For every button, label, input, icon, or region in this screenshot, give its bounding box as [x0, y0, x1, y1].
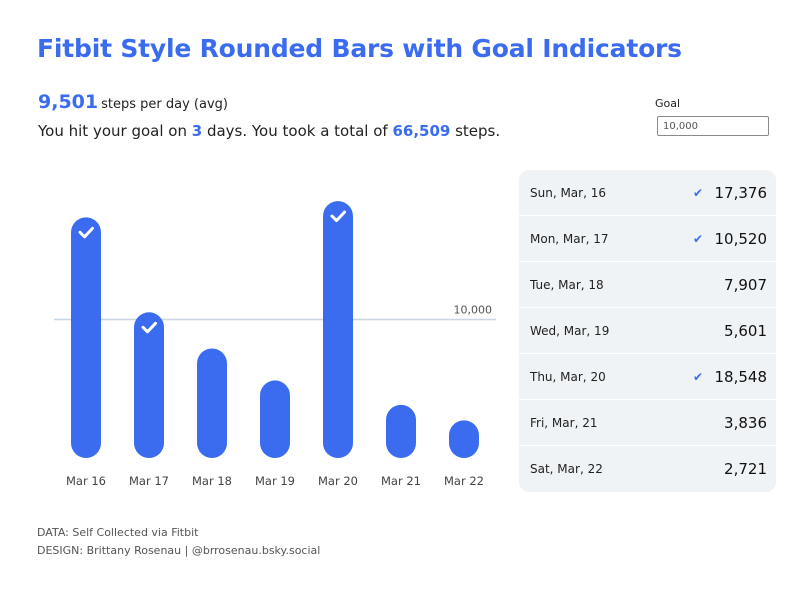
goal-check-icon [78, 226, 94, 239]
summary-suffix: steps. [450, 122, 501, 140]
data-source-note: DATA: Self Collected via Fitbit [37, 526, 199, 539]
summary-middle: days. You took a total of [202, 122, 393, 140]
table-row: Thu, Mar, 20 ✔ 18,548 [519, 354, 776, 400]
goal-check-icon: ✔ [692, 369, 704, 384]
steps-bar-chart: 10,000 Mar 16 Mar 17 Mar 18 Mar 19 Mar 20 Mar … [54, 201, 496, 488]
x-tick-label: Mar 17 [129, 474, 169, 488]
goal-check-icon: ✔ [692, 231, 704, 246]
row-day: Sun, Mar, 16 [530, 185, 606, 200]
goal-summary: You hit your goal on 3 days. You took a … [38, 122, 500, 140]
x-tick-label: Mar 19 [255, 474, 295, 488]
x-tick-label: Mar 22 [444, 474, 484, 488]
x-tick-label: Mar 20 [318, 474, 358, 488]
goal-check-icon: ✔ [692, 185, 704, 200]
x-tick-label: Mar 16 [66, 474, 106, 488]
table-row: Sat, Mar, 22 2,721 [519, 446, 776, 492]
row-day: Sat, Mar, 22 [530, 462, 603, 476]
goal-line-label: 10,000 [454, 304, 493, 317]
table-row: Tue, Mar, 18 7,907 [519, 262, 776, 308]
row-steps: 2,721 [724, 460, 767, 478]
row-steps: 7,907 [724, 275, 767, 294]
goal-check-icon [141, 321, 157, 334]
row-day: Wed, Mar, 19 [530, 323, 610, 338]
goal-label: Goal [655, 97, 681, 110]
row-steps: 10,520 [714, 229, 768, 248]
bar-mar-20 [323, 201, 353, 458]
x-tick-label: Mar 18 [192, 474, 232, 488]
average-value: 9,501 [38, 91, 99, 113]
x-tick-label: Mar 21 [381, 474, 421, 488]
bar-mar-18 [197, 348, 227, 458]
row-day: Thu, Mar, 20 [530, 369, 606, 384]
row-steps: 18,548 [714, 367, 768, 386]
row-day: Tue, Mar, 18 [530, 277, 604, 292]
row-steps: 5,601 [724, 321, 767, 340]
goal-input[interactable] [657, 116, 769, 136]
table-row: Sun, Mar, 16 ✔ 17,376 [519, 170, 776, 216]
goal-check-icon [330, 210, 346, 223]
bar-mar-22 [449, 420, 479, 458]
bar-mar-17 [134, 312, 164, 458]
summary-prefix: You hit your goal on [38, 122, 192, 140]
average-summary: 9,501 steps per day (avg) [38, 91, 228, 113]
row-day: Fri, Mar, 21 [530, 415, 598, 430]
bar-mar-19 [260, 380, 290, 458]
table-row: Mon, Mar, 17 ✔ 10,520 [519, 216, 776, 262]
design-credit: DESIGN: Brittany Rosenau | @brrosenau.bs… [37, 544, 321, 557]
daily-steps-table: Sun, Mar, 16 ✔ 17,376 Mon, Mar, 17 ✔ 10,… [519, 170, 776, 492]
chart-title: Fitbit Style Rounded Bars with Goal Indi… [37, 34, 682, 63]
row-steps: 17,376 [714, 183, 768, 202]
bar-mar-21 [386, 404, 416, 458]
table-row: Wed, Mar, 19 5,601 [519, 308, 776, 354]
total-steps: 66,509 [392, 122, 451, 140]
bar-mar-16 [71, 217, 101, 458]
average-unit: steps per day (avg) [101, 97, 228, 112]
goal-days-count: 3 [191, 122, 203, 140]
row-steps: 3,836 [724, 413, 767, 432]
table-row: Fri, Mar, 21 3,836 [519, 400, 776, 446]
row-day: Mon, Mar, 17 [530, 231, 609, 246]
